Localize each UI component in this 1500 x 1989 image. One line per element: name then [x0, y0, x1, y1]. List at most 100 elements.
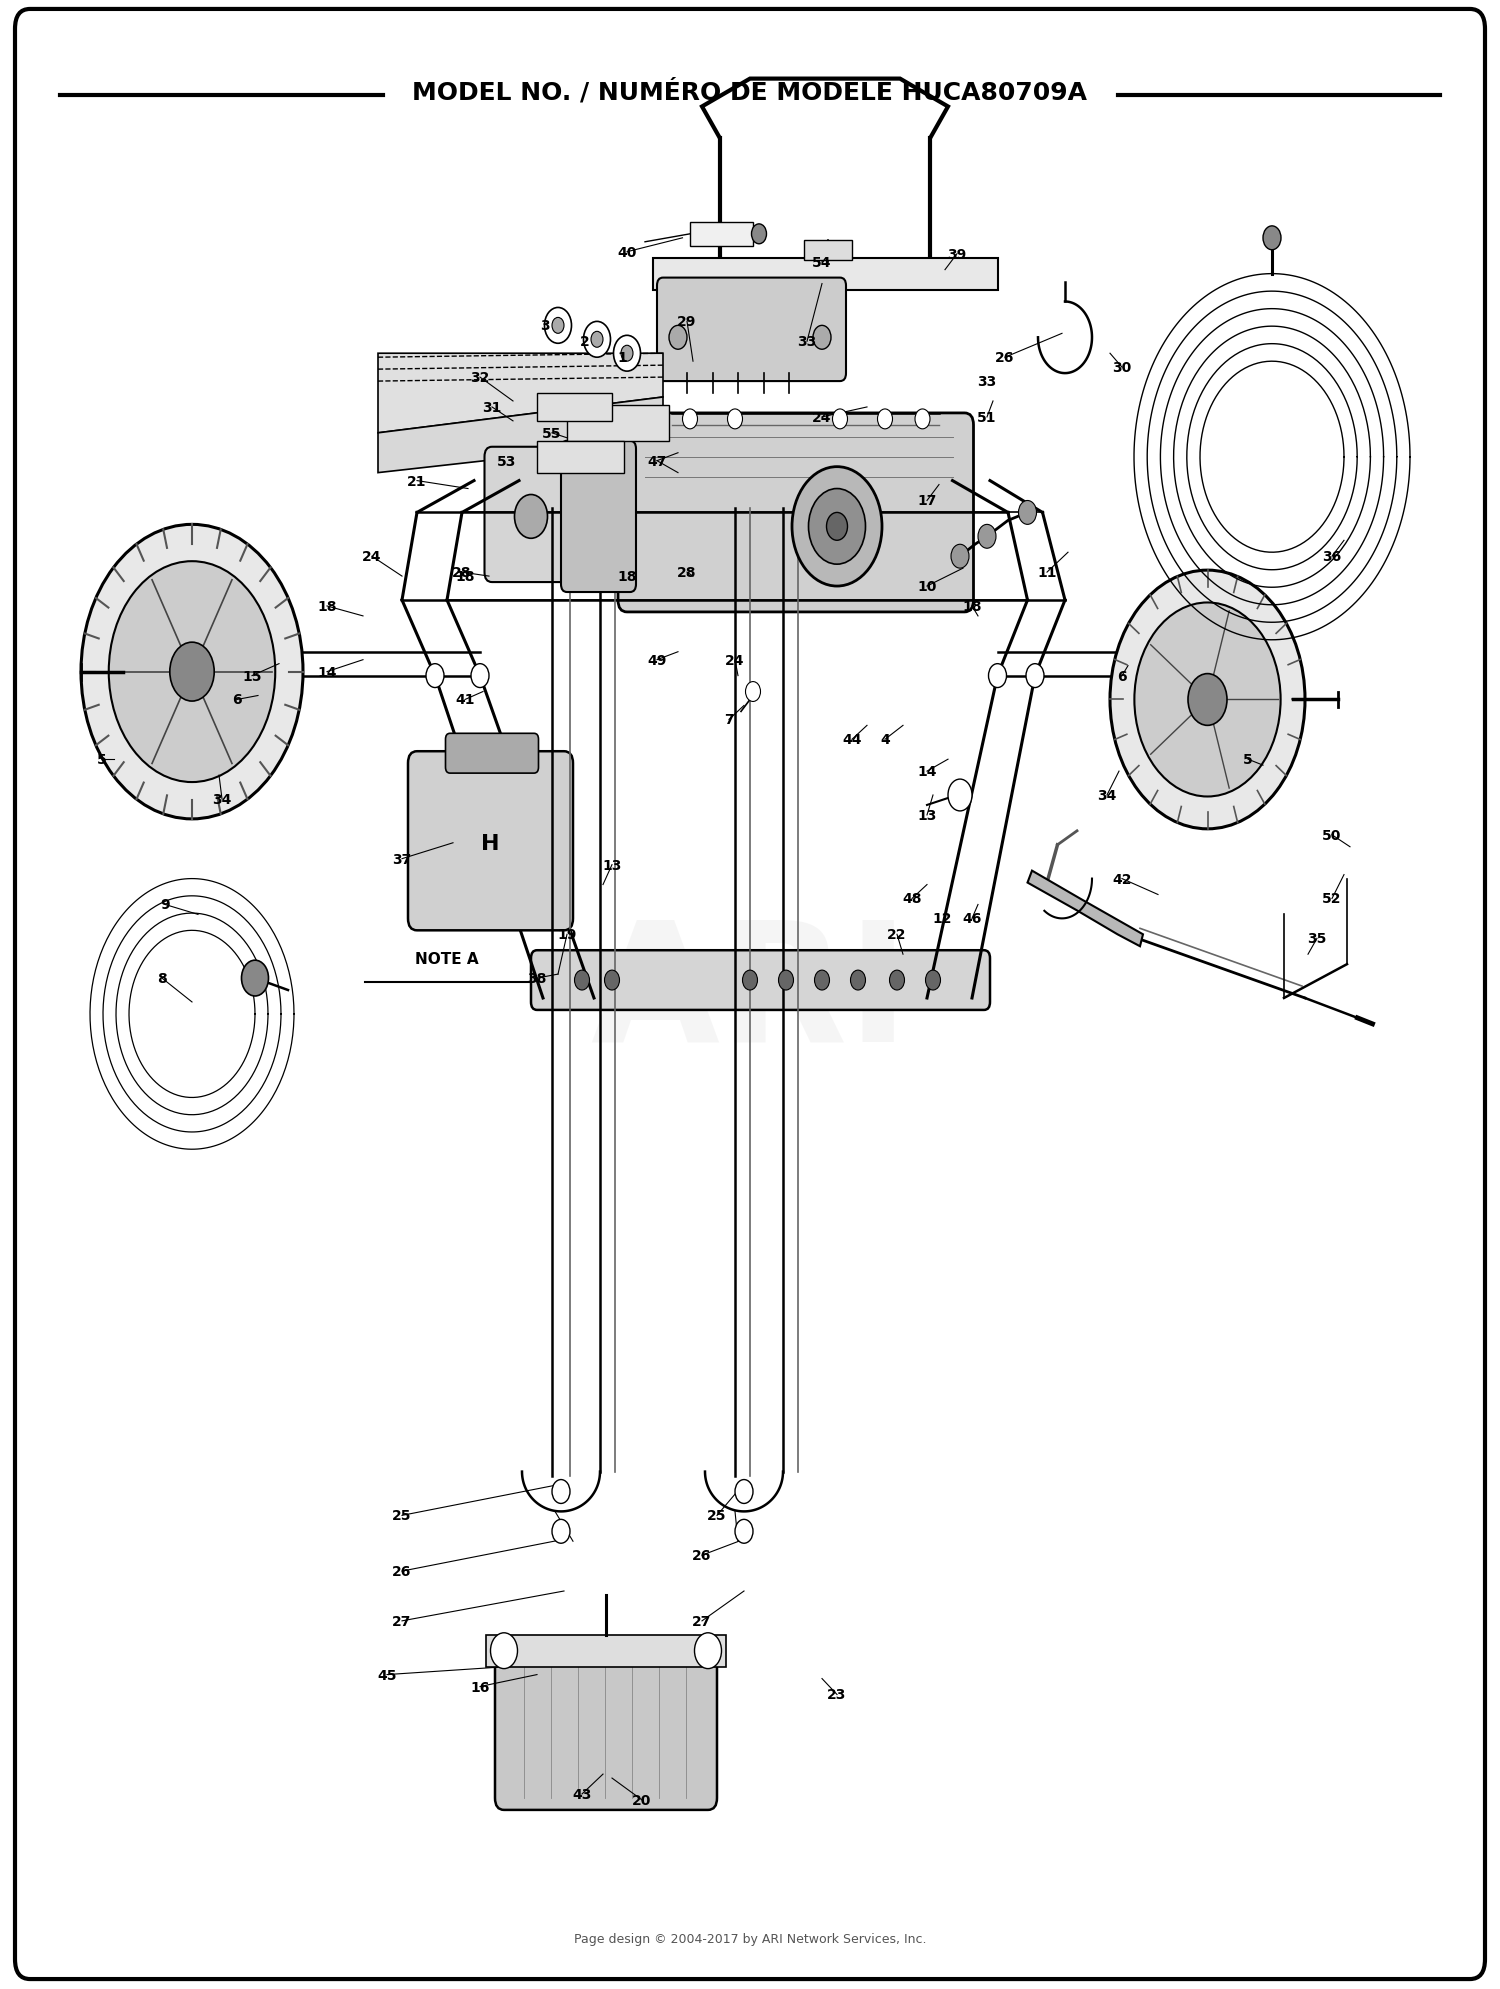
Polygon shape	[1028, 871, 1143, 947]
Circle shape	[833, 410, 848, 430]
Text: 50: 50	[1323, 827, 1341, 843]
Bar	[652, 259, 998, 290]
Text: 54: 54	[813, 255, 832, 271]
FancyBboxPatch shape	[561, 442, 636, 593]
Text: 29: 29	[678, 314, 696, 330]
Text: 52: 52	[1323, 891, 1341, 907]
Text: 38: 38	[528, 971, 546, 987]
Text: 1: 1	[618, 350, 627, 366]
Circle shape	[752, 225, 766, 245]
Circle shape	[890, 971, 904, 991]
Text: 16: 16	[471, 1679, 489, 1695]
Circle shape	[471, 664, 489, 688]
FancyBboxPatch shape	[618, 414, 974, 613]
Circle shape	[544, 308, 572, 344]
FancyBboxPatch shape	[657, 278, 846, 382]
Text: 11: 11	[1038, 565, 1056, 581]
Text: 13: 13	[603, 857, 621, 873]
Circle shape	[1019, 501, 1036, 525]
Text: 8: 8	[158, 971, 166, 987]
Text: 30: 30	[1113, 360, 1131, 376]
Text: 32: 32	[471, 370, 489, 386]
Circle shape	[948, 780, 972, 812]
Text: 25: 25	[393, 1508, 411, 1524]
FancyBboxPatch shape	[484, 448, 578, 583]
Text: 14: 14	[916, 764, 936, 780]
Circle shape	[81, 525, 303, 819]
Text: 12: 12	[932, 911, 951, 927]
Circle shape	[110, 561, 276, 782]
FancyBboxPatch shape	[804, 241, 852, 261]
Text: 23: 23	[828, 1687, 846, 1703]
Circle shape	[1188, 674, 1227, 726]
Text: 34: 34	[213, 792, 231, 808]
FancyBboxPatch shape	[446, 734, 538, 774]
Text: 9: 9	[160, 897, 170, 913]
Text: 5: 5	[98, 752, 106, 768]
Text: 26: 26	[393, 1563, 411, 1579]
Circle shape	[728, 410, 742, 430]
Text: 18: 18	[456, 569, 474, 585]
Circle shape	[514, 495, 548, 539]
Text: Page design © 2004-2017 by ARI Network Services, Inc.: Page design © 2004-2017 by ARI Network S…	[573, 1931, 926, 1945]
Text: 43: 43	[573, 1786, 591, 1802]
FancyBboxPatch shape	[537, 394, 612, 422]
Text: 33: 33	[978, 374, 996, 390]
Circle shape	[490, 1633, 517, 1669]
Circle shape	[813, 326, 831, 350]
Text: NOTE A: NOTE A	[416, 951, 478, 967]
Text: 51: 51	[978, 410, 996, 426]
Text: 44: 44	[842, 732, 861, 748]
Text: 19: 19	[558, 927, 576, 943]
Circle shape	[669, 326, 687, 350]
Text: 21: 21	[408, 473, 428, 489]
Text: 37: 37	[393, 851, 411, 867]
Circle shape	[1110, 571, 1305, 829]
Circle shape	[170, 642, 214, 702]
FancyBboxPatch shape	[15, 10, 1485, 1979]
Text: 28: 28	[453, 565, 471, 581]
Polygon shape	[378, 398, 663, 473]
Text: 47: 47	[648, 453, 666, 469]
FancyBboxPatch shape	[567, 406, 669, 442]
Text: 53: 53	[498, 453, 516, 469]
Circle shape	[926, 971, 940, 991]
Circle shape	[682, 410, 698, 430]
FancyBboxPatch shape	[495, 1647, 717, 1810]
Circle shape	[735, 1520, 753, 1543]
Text: 24: 24	[726, 652, 744, 668]
Circle shape	[951, 545, 969, 569]
Circle shape	[988, 664, 1006, 688]
Text: 34: 34	[1098, 788, 1116, 804]
Text: 14: 14	[318, 664, 336, 680]
Text: 24: 24	[813, 410, 832, 426]
Circle shape	[242, 961, 268, 996]
Text: 13: 13	[918, 808, 936, 823]
Text: 17: 17	[918, 493, 936, 509]
Circle shape	[552, 318, 564, 334]
Circle shape	[552, 1480, 570, 1504]
Text: 3: 3	[540, 318, 549, 334]
Text: 7: 7	[724, 712, 734, 728]
FancyBboxPatch shape	[486, 1635, 726, 1667]
Text: 26: 26	[996, 350, 1014, 366]
Circle shape	[978, 525, 996, 549]
Text: 15: 15	[243, 668, 261, 684]
FancyBboxPatch shape	[408, 752, 573, 931]
Text: 18: 18	[318, 599, 336, 615]
Text: 48: 48	[903, 891, 921, 907]
Text: 45: 45	[378, 1667, 396, 1683]
Text: 27: 27	[693, 1613, 711, 1629]
Circle shape	[850, 971, 865, 991]
Text: 49: 49	[648, 652, 666, 668]
Circle shape	[591, 332, 603, 348]
Text: 28: 28	[678, 565, 696, 581]
Circle shape	[604, 971, 619, 991]
Text: 39: 39	[948, 247, 966, 263]
Text: ARI: ARI	[591, 913, 909, 1076]
Text: 33: 33	[798, 334, 816, 350]
Circle shape	[778, 971, 794, 991]
Text: 55: 55	[543, 426, 561, 442]
Text: 25: 25	[708, 1508, 726, 1524]
Text: 20: 20	[633, 1792, 651, 1808]
